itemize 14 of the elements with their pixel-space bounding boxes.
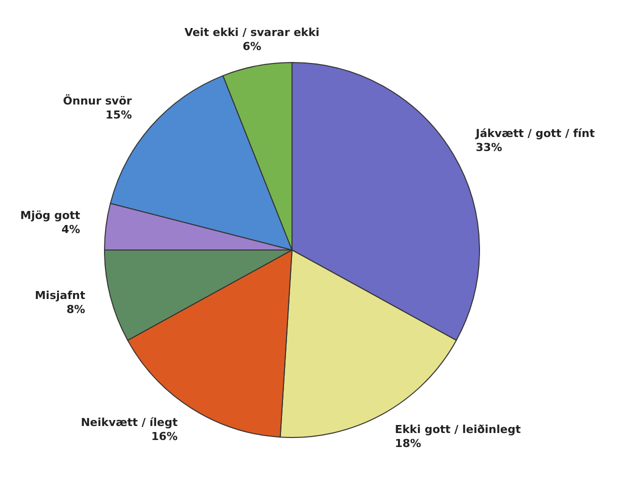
slice-label: Misjafnt bbox=[34, 288, 86, 302]
slice-label: Neikvætt / ílegt bbox=[80, 416, 178, 430]
data-label: 6% bbox=[242, 40, 262, 54]
data-label: 8% bbox=[66, 302, 86, 316]
slice-label: Veit ekki / svarar ekki bbox=[184, 26, 320, 40]
slice-label: Ekki gott / leiðinlegt bbox=[394, 422, 521, 436]
data-label: 4% bbox=[61, 223, 80, 236]
data-label: 18% bbox=[394, 436, 422, 450]
data-label: 16% bbox=[151, 430, 178, 444]
slice-label: Jákvætt / gott / fínt bbox=[474, 127, 595, 140]
data-label: 15% bbox=[106, 108, 132, 122]
slice-label: Mjög gott bbox=[20, 209, 80, 222]
data-label: 33% bbox=[476, 141, 502, 154]
slice-label: Önnur svör bbox=[63, 94, 132, 108]
